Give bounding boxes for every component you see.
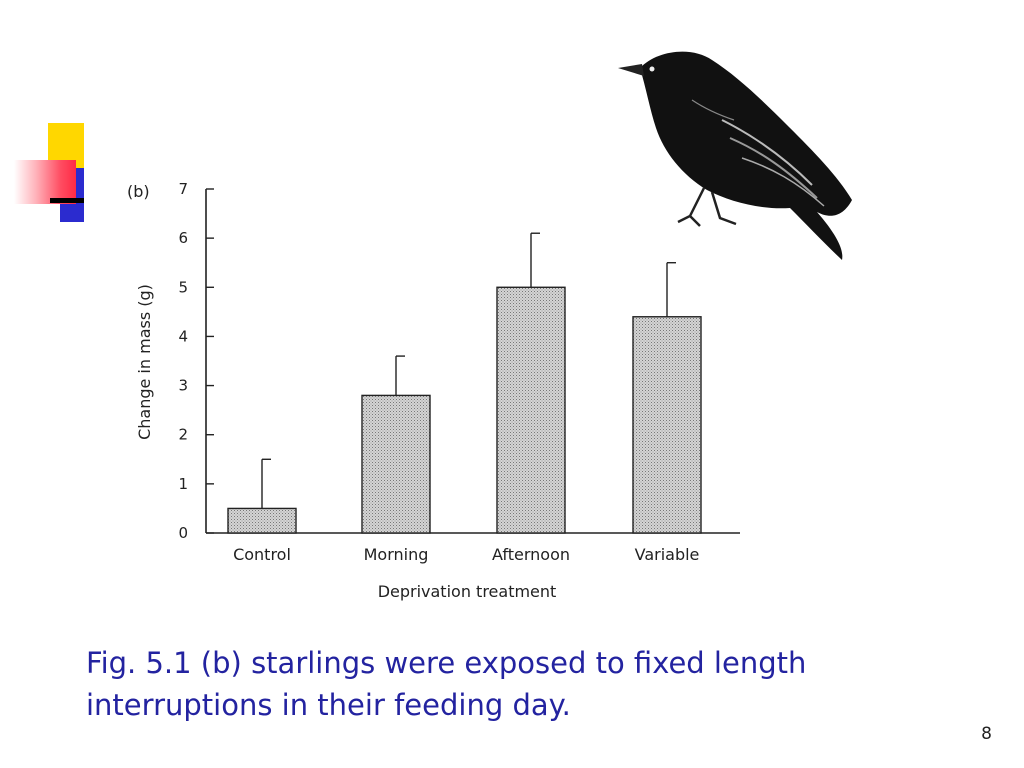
slide-caption: Fig. 5.1 (b) starlings were exposed to f…	[86, 646, 807, 722]
bar-variable	[632, 316, 702, 534]
x-tick-label: Afternoon	[492, 545, 570, 564]
bar-morning	[361, 394, 431, 534]
y-tick-label: 1	[178, 475, 188, 493]
deco-black-line	[50, 198, 84, 203]
panel-label: (b)	[127, 182, 150, 201]
x-tick-label: Variable	[635, 545, 700, 564]
bar-afternoon	[496, 286, 566, 534]
y-tick-label: 0	[178, 524, 188, 542]
y-tick-label: 5	[178, 278, 188, 296]
starling-illustration	[618, 51, 852, 261]
x-tick-label: Control	[233, 545, 291, 564]
y-tick-label: 2	[178, 426, 188, 444]
y-tick-label: 3	[178, 377, 188, 395]
y-tick-label: 4	[178, 327, 188, 345]
y-tick-label: 7	[178, 180, 188, 198]
deco-red-gradient-square	[14, 160, 76, 204]
x-tick-label: Morning	[364, 545, 429, 564]
bar-control	[227, 507, 297, 534]
y-axis-title: Change in mass (g)	[135, 284, 154, 440]
x-axis-title: Deprivation treatment	[378, 582, 557, 601]
slide-number: 8	[981, 724, 992, 744]
chart-bars	[227, 232, 702, 534]
y-tick-label: 6	[178, 229, 188, 247]
